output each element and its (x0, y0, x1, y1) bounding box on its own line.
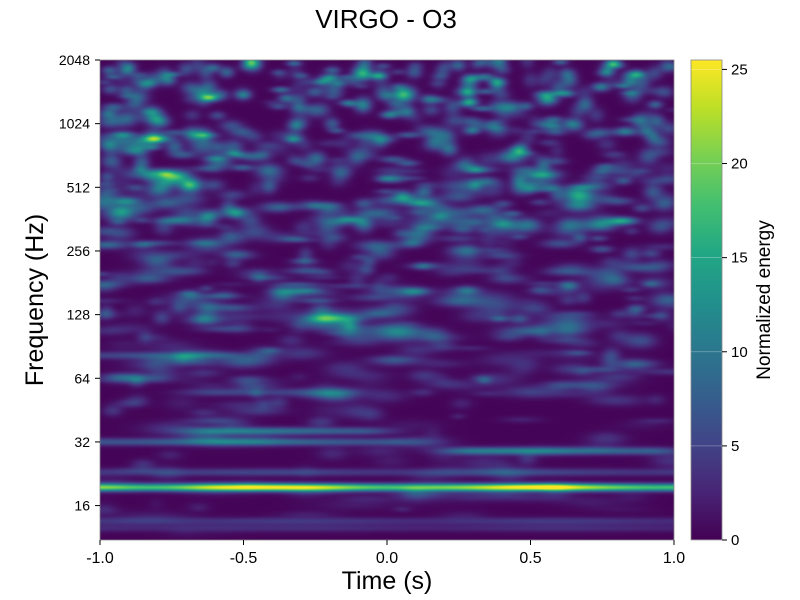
chart-title: VIRGO - O3 (315, 4, 457, 34)
y-tick-label: 2048 (59, 52, 90, 68)
heatmap-plot-area (100, 60, 674, 540)
colorbar (690, 59, 723, 541)
colorbar-tick-label: 0 (731, 532, 739, 549)
y-tick-label: 32 (74, 434, 90, 450)
colorbar-tick-label: 5 (731, 438, 739, 455)
x-tick-label: 0.5 (519, 550, 541, 567)
y-tick-label: 256 (67, 243, 91, 259)
y-tick-label: 1024 (59, 116, 90, 132)
x-axis: -1.0 -0.5 0.0 0.5 1.0 (86, 540, 685, 567)
colorbar-tick-label: 15 (731, 250, 748, 267)
y-tick-label: 64 (74, 370, 90, 386)
colorbar-title: Normalized energy (754, 220, 775, 380)
y-tick-label: 16 (74, 498, 90, 514)
x-tick-label: 0.0 (376, 550, 398, 567)
colorbar-tick-label: 10 (731, 344, 748, 361)
y-axis-title: Frequency (Hz) (21, 214, 49, 386)
y-tick-label: 128 (67, 307, 91, 323)
colorbar-axis: 0 5 10 15 20 25 (691, 61, 748, 549)
colorbar-tick-label: 20 (731, 156, 748, 173)
colorbar-tick-label: 25 (731, 61, 748, 78)
heatmap-canvas (100, 60, 674, 540)
y-axis: 16 32 64 128 256 512 1024 2048 (59, 52, 100, 514)
x-tick-label: -1.0 (86, 550, 114, 567)
y-tick-label: 512 (67, 179, 91, 195)
x-tick-label: 1.0 (663, 550, 685, 567)
x-tick-label: -0.5 (230, 550, 258, 567)
x-axis-title: Time (s) (342, 567, 433, 595)
